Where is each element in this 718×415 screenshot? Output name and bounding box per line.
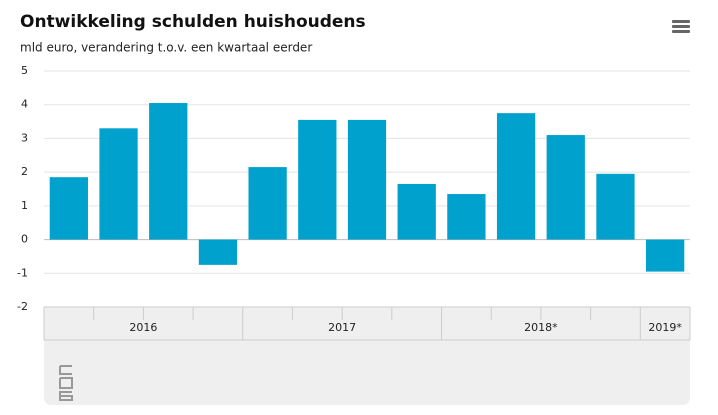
bar [49, 177, 88, 240]
y-tick-label: 1 [21, 199, 28, 212]
x-group-label: 2019* [648, 321, 682, 334]
bar [397, 183, 436, 240]
bar [198, 239, 238, 265]
menu-bar [672, 30, 690, 33]
x-group-label: 2016 [129, 321, 157, 334]
y-tick-label: 5 [21, 64, 28, 77]
y-tick-label: 3 [21, 131, 28, 144]
y-tick-label: 0 [21, 233, 28, 246]
menu-button[interactable] [672, 19, 690, 33]
bar [596, 173, 635, 240]
bar [347, 119, 387, 240]
x-group-label: 2018* [524, 321, 558, 334]
menu-bar [672, 25, 690, 28]
bar [99, 128, 138, 240]
bar [248, 167, 287, 240]
y-tick-label: -2 [17, 300, 28, 313]
x-group-label: 2017 [328, 321, 356, 334]
bar [298, 119, 337, 240]
bar [646, 239, 685, 272]
bar [546, 135, 585, 240]
menu-bar [672, 20, 690, 23]
y-tick-label: 2 [21, 165, 28, 178]
cbs-logo [59, 365, 73, 401]
chart-title: Ontwikkeling schulden huishoudens [20, 12, 366, 32]
bar [447, 194, 486, 240]
y-tick-label: 4 [21, 98, 28, 111]
chart-subtitle: mld euro, verandering t.o.v. een kwartaa… [20, 41, 312, 55]
bar [496, 113, 536, 240]
bar [149, 103, 188, 240]
y-tick-label: -1 [17, 266, 28, 279]
axis-panel [44, 307, 690, 405]
